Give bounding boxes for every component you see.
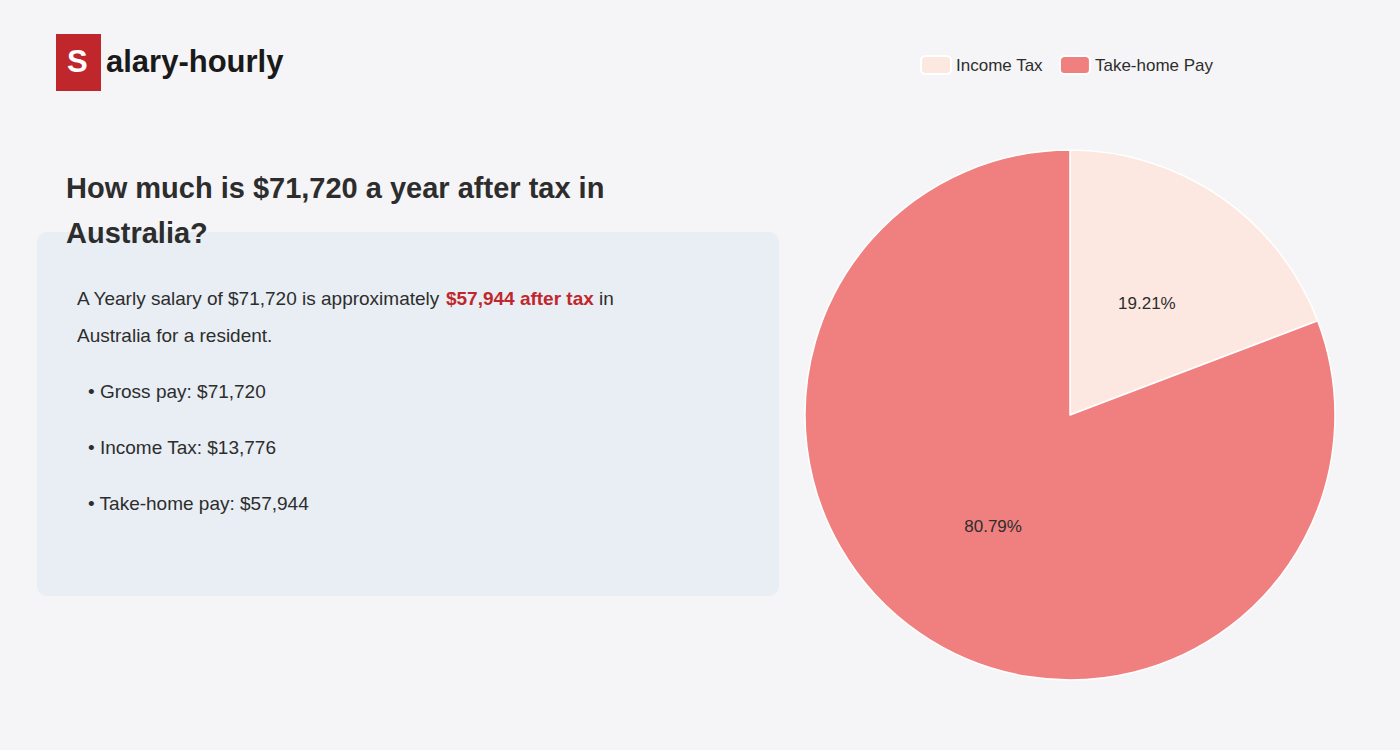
svg-text:• Income Tax: $13,776: • Income Tax: $13,776 [88,437,276,458]
svg-text:Australia for a resident.: Australia for a resident. [77,325,272,346]
svg-text:19.21%: 19.21% [1118,294,1176,313]
svg-text:alary-hourly: alary-hourly [106,44,284,79]
svg-text:S: S [67,44,88,79]
svg-text:80.79%: 80.79% [964,517,1022,536]
svg-text:$57,944 after tax: $57,944 after tax [446,288,594,309]
svg-text:• Take-home pay: $57,944: • Take-home pay: $57,944 [88,493,309,514]
svg-text:Take-home Pay: Take-home Pay [1095,56,1214,75]
svg-text:Australia?: Australia? [66,217,208,249]
svg-text:• Gross pay: $71,720: • Gross pay: $71,720 [88,381,266,402]
svg-text:in: in [594,288,614,309]
svg-text:A Yearly salary of $71,720 is: A Yearly salary of $71,720 is approximat… [77,288,445,309]
svg-text:How much is $71,720 a year aft: How much is $71,720 a year after tax in [66,172,612,204]
svg-text:Income Tax: Income Tax [956,56,1043,75]
